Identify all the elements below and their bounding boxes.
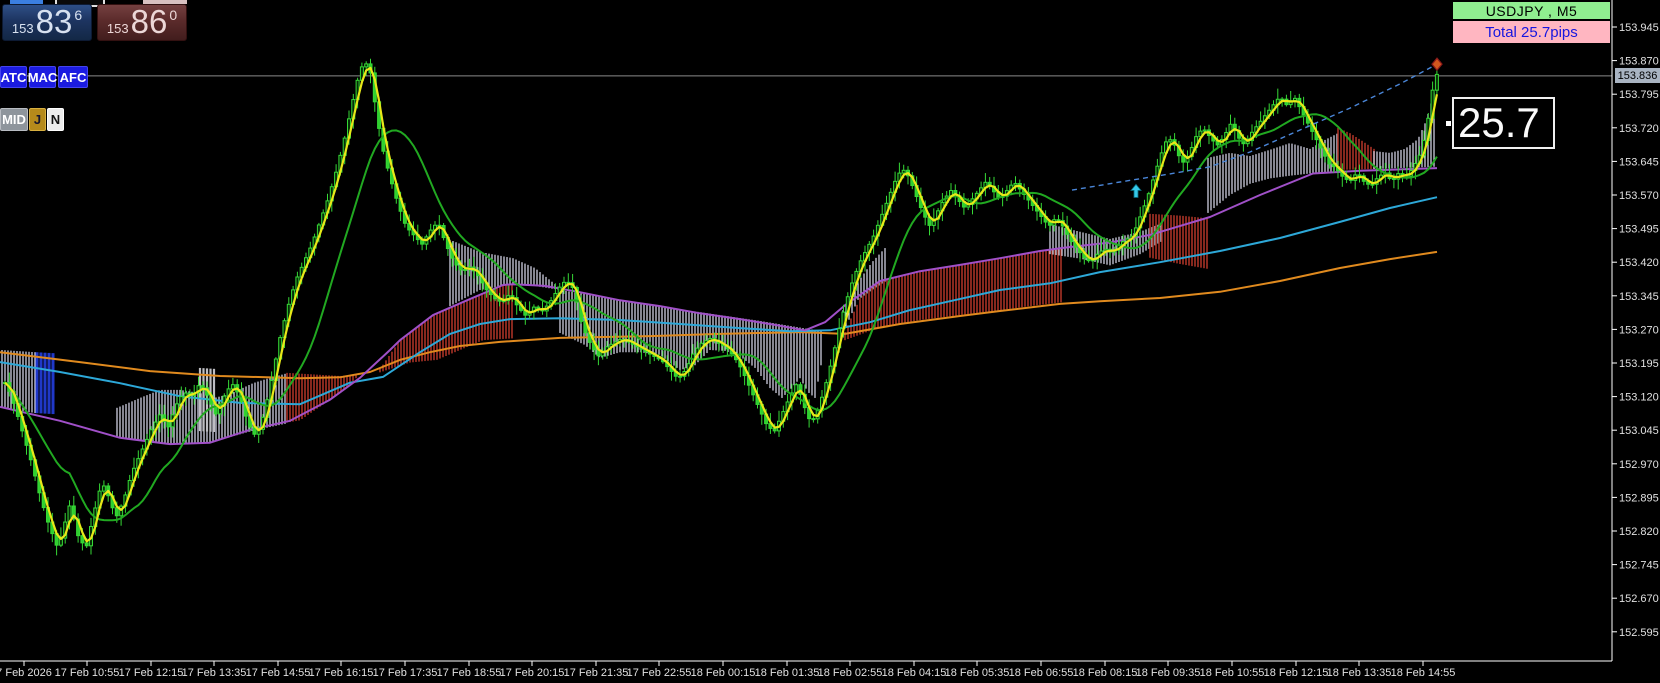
ma-line-cyan — [0, 196, 1438, 406]
candles-layer — [3, 58, 1439, 556]
time-axis-label: 18 Feb 14:55 — [1391, 667, 1456, 679]
time-axis-label: 17 Feb 21:35 — [564, 667, 629, 679]
time-axis-label: 17 Feb 12:15 — [119, 667, 184, 679]
time-axis-label: 18 Feb 05:35 — [945, 667, 1010, 679]
price-axis-label: 153.420 — [1619, 257, 1659, 269]
time-axis-label: 17 Feb 13:35 — [182, 667, 247, 679]
time-axis-label: 17 Feb 10:55 — [55, 667, 120, 679]
price-axis-label: 152.820 — [1619, 526, 1659, 538]
pips-box-handle — [1446, 121, 1451, 126]
ask-prefix: 153 — [106, 21, 129, 36]
price-axis-label: 153.195 — [1619, 358, 1659, 370]
slow-ma-lines — [0, 167, 1438, 446]
price-axis-label: 153.720 — [1619, 123, 1659, 135]
trendline-dashed — [1071, 63, 1438, 191]
pips-display-box[interactable]: 25.7 — [1452, 97, 1555, 149]
mid-button[interactable]: MID — [0, 108, 28, 131]
price-axis-label: 153.120 — [1619, 392, 1659, 404]
bid-price-big: 83 — [35, 3, 73, 40]
price-axis-label: 153.645 — [1619, 156, 1659, 168]
time-axis-label: 17 Feb 22:55 — [627, 667, 692, 679]
time-axis-label: 17 Feb 20:15 — [500, 667, 565, 679]
ma-line-orange — [0, 250, 1438, 380]
time-axis-label: 18 Feb 04:15 — [882, 667, 947, 679]
afc-button[interactable]: AFC — [58, 66, 88, 88]
time-axis-label: 18 Feb 12:15 — [1264, 667, 1329, 679]
time-axis-label: 17 Feb 18:55 — [437, 667, 502, 679]
bid-price-sup: 6 — [74, 7, 83, 23]
total-pips-label: Total 25.7pips — [1453, 21, 1610, 43]
time-axis-label: 17 Feb 17:35 — [373, 667, 438, 679]
time-axis-label: 18 Feb 00:15 — [691, 667, 756, 679]
price-axis-label: 153.795 — [1619, 89, 1659, 101]
time-axis-label: 18 Feb 01:35 — [755, 667, 820, 679]
price-axis-label: 153.870 — [1619, 56, 1659, 68]
time-axis-label: 18 Feb 08:15 — [1073, 667, 1138, 679]
price-axis-label: 153.045 — [1619, 425, 1659, 437]
time-axis-label: 18 Feb 10:55 — [1200, 667, 1265, 679]
current-price-badge: 153.836 — [1615, 68, 1660, 83]
time-axis-label: 18 Feb 09:35 — [1136, 667, 1201, 679]
n-button[interactable]: N — [47, 108, 64, 131]
ma-line-yellow — [4, 66, 1438, 543]
price-axis-label: 153.495 — [1619, 224, 1659, 236]
time-axis-label: 17 Feb 14:55 — [246, 667, 311, 679]
price-axis-label: 153.945 — [1619, 22, 1659, 34]
diamond-marker-icon — [1431, 57, 1443, 72]
clipped-panel-light-edge — [143, 0, 187, 4]
price-axis-label: 153.345 — [1619, 291, 1659, 303]
arrow-up-signal-icon — [1130, 183, 1142, 198]
price-axis-label: 152.670 — [1619, 593, 1659, 605]
price-axis-label: 153.270 — [1619, 324, 1659, 336]
price-axis-label: 152.745 — [1619, 560, 1659, 572]
time-axis-label: 17 Feb 16:15 — [309, 667, 374, 679]
overlays-layer — [1071, 57, 1451, 198]
time-axis-label: 18 Feb 02:55 — [818, 667, 883, 679]
symbol-timeframe-label: USDJPY , M5 — [1453, 2, 1610, 19]
j-button[interactable]: J — [29, 108, 46, 131]
sell-bid-button[interactable]: 153 83 6 — [2, 4, 92, 41]
atc-button[interactable]: ATC — [0, 66, 27, 88]
ask-price-sup: 0 — [169, 7, 178, 23]
bid-prefix: 153 — [11, 21, 34, 36]
price-axis-label: 153.570 — [1619, 190, 1659, 202]
time-axis-label: 18 Feb 06:55 — [1009, 667, 1074, 679]
price-axis-label: 152.970 — [1619, 459, 1659, 471]
clipped-panel-blue-edge — [10, 0, 43, 4]
ma-line-purple — [0, 167, 1438, 446]
price-axis-label: 152.595 — [1619, 627, 1659, 639]
time-axis-label: 18 Feb 13:35 — [1327, 667, 1392, 679]
buy-ask-button[interactable]: 153 86 0 — [97, 4, 187, 41]
mac-button[interactable]: MAC — [28, 66, 57, 88]
price-axis-label: 152.895 — [1619, 492, 1659, 504]
time-axis-label: 7 Feb 2026 — [0, 667, 52, 679]
ask-price-big: 86 — [130, 3, 168, 40]
